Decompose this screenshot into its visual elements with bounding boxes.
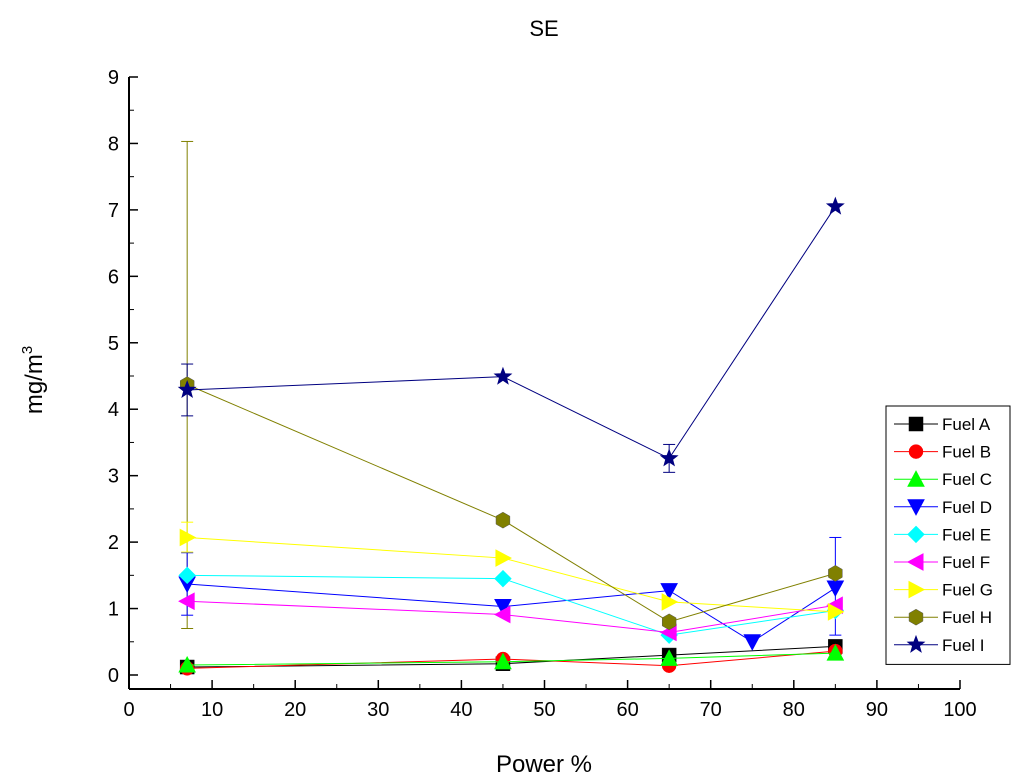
y-tick-label: 5 xyxy=(108,333,119,355)
legend-item-fuel-f: Fuel F xyxy=(894,553,990,572)
data-point-fuel-i xyxy=(825,196,845,215)
legend-label: Fuel B xyxy=(942,443,991,462)
legend-box xyxy=(885,405,1011,665)
series-line-fuel-f xyxy=(187,600,836,633)
legend-label: Fuel F xyxy=(942,553,990,572)
data-point-fuel-i xyxy=(493,366,513,385)
series-fuel-h xyxy=(179,376,843,631)
x-tick-label: 40 xyxy=(450,699,472,721)
series-fuel-g xyxy=(179,528,845,621)
x-tick-label: 80 xyxy=(783,699,805,721)
legend-marker xyxy=(908,416,924,432)
data-point-fuel-f xyxy=(493,605,511,624)
x-tick-label: 50 xyxy=(533,699,555,721)
legend-marker xyxy=(908,580,926,599)
legend-item-fuel-d: Fuel D xyxy=(894,498,992,517)
legend-label: Fuel I xyxy=(942,636,985,655)
legend-label: Fuel G xyxy=(942,581,993,600)
series-line-fuel-e xyxy=(187,574,836,636)
data-point-fuel-d xyxy=(743,634,762,651)
data-point-fuel-f xyxy=(178,592,195,611)
series-line-fuel-d xyxy=(187,583,836,643)
y-tick-label: 4 xyxy=(108,399,119,421)
y-tick-label: 8 xyxy=(108,133,119,155)
legend-label: Fuel D xyxy=(942,498,992,517)
x-tick-label: 90 xyxy=(866,699,888,721)
x-tick-label: 0 xyxy=(123,699,134,721)
data-point-fuel-c xyxy=(494,652,512,670)
error-bars xyxy=(181,140,842,636)
data-point-fuel-e xyxy=(178,566,196,585)
data-point-fuel-c xyxy=(826,644,845,661)
series-layer xyxy=(177,196,845,676)
legend-marker xyxy=(908,608,924,626)
data-point-fuel-d xyxy=(826,580,845,598)
legend-label: Fuel A xyxy=(942,415,991,434)
legend-label: Fuel E xyxy=(942,525,991,544)
legend-marker xyxy=(906,634,926,653)
y-axis-label: mg/m3 xyxy=(19,346,48,414)
data-point-fuel-g xyxy=(661,593,679,611)
legend-item-fuel-a: Fuel A xyxy=(894,415,991,434)
x-tick-label: 100 xyxy=(943,699,976,721)
data-point-fuel-c xyxy=(660,649,678,666)
x-tick-label: 30 xyxy=(367,699,389,721)
y-tick-label: 7 xyxy=(108,200,119,222)
legend-label: Fuel C xyxy=(942,470,992,489)
series-fuel-b xyxy=(179,643,843,676)
chart-title: SE xyxy=(529,16,558,41)
x-tick-label: 20 xyxy=(284,699,306,721)
legend-marker xyxy=(908,444,924,459)
series-line-fuel-b xyxy=(187,650,836,669)
data-point-fuel-d xyxy=(494,599,512,616)
y-tick-label: 9 xyxy=(108,67,119,89)
data-point-fuel-d xyxy=(660,583,678,600)
legend-item-fuel-c: Fuel C xyxy=(894,470,992,489)
legend-marker xyxy=(906,553,924,571)
series-fuel-d xyxy=(178,576,845,651)
series-line-fuel-g xyxy=(187,536,836,613)
data-point-fuel-g xyxy=(827,603,845,621)
legend-item-fuel-e: Fuel E xyxy=(894,525,991,544)
legend-item-fuel-g: Fuel G xyxy=(894,581,993,600)
data-point-fuel-h xyxy=(828,565,843,582)
legend: Fuel A Fuel B Fuel C Fuel D Fuel E Fuel F Fuel… xyxy=(885,405,1011,665)
legend-marker xyxy=(907,499,925,516)
series-line-fuel-h xyxy=(186,384,836,623)
y-tick-label: 2 xyxy=(108,532,119,554)
data-point-fuel-i xyxy=(177,380,197,398)
y-tick-label: 0 xyxy=(108,665,119,687)
data-point-fuel-e xyxy=(494,569,512,588)
x-tick-label: 10 xyxy=(201,699,223,721)
data-point-fuel-g xyxy=(495,549,513,567)
x-tick-label: 70 xyxy=(700,699,722,721)
y-tick-label: 6 xyxy=(108,266,119,288)
legend-item-fuel-i: Fuel I xyxy=(894,634,985,655)
svg-text:mg/m3: mg/m3 xyxy=(19,346,48,414)
series-fuel-i xyxy=(177,196,845,467)
y-axis-label-superscript: 3 xyxy=(19,346,36,354)
legend-item-fuel-h: Fuel H xyxy=(894,608,992,627)
data-point-fuel-g xyxy=(179,528,197,547)
legend-marker xyxy=(907,525,925,544)
y-axis-label-main: mg/m xyxy=(21,354,48,414)
legend-label: Fuel H xyxy=(942,608,992,627)
series-line-fuel-c xyxy=(187,652,836,666)
y-tick-label: 3 xyxy=(108,466,119,488)
data-point-fuel-c xyxy=(178,655,197,673)
data-point-fuel-h xyxy=(661,613,677,631)
data-point-fuel-i xyxy=(659,448,679,467)
series-line-fuel-i xyxy=(187,206,836,460)
x-tick-label: 60 xyxy=(616,699,638,721)
data-point-fuel-h xyxy=(495,511,511,529)
legend-marker xyxy=(907,470,925,487)
legend-item-fuel-b: Fuel B xyxy=(894,443,991,462)
series-fuel-c xyxy=(178,644,845,673)
y-tick-label: 1 xyxy=(108,599,119,621)
x-axis-label: Power % xyxy=(496,751,592,778)
